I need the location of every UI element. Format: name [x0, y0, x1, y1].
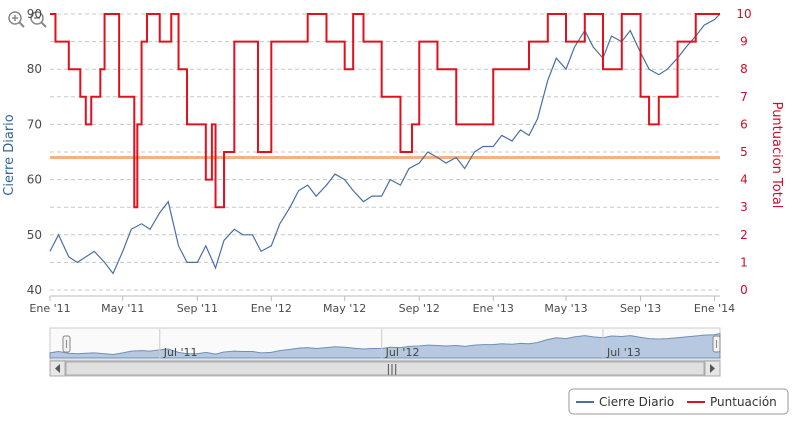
x-tick-label: Sep '11	[177, 302, 218, 315]
legend: Cierre Diario Puntuación	[568, 388, 789, 415]
scroll-left-arrow[interactable]	[49, 360, 66, 377]
x-tick-label: May '13	[544, 302, 587, 315]
legend-label: Puntuación	[710, 395, 777, 409]
y-right-tick-label: 3	[740, 200, 748, 214]
x-tick-label: May '12	[323, 302, 366, 315]
navigator-series	[49, 332, 721, 359]
legend-item-puntuacion[interactable]: Puntuación	[687, 395, 777, 409]
y-left-tick-label: 60	[27, 173, 42, 187]
y-right-tick-label: 6	[740, 117, 748, 131]
y-left-tick-label: 50	[27, 228, 42, 242]
y-right-tick-label: 5	[740, 145, 748, 159]
navigator-handle-left[interactable]	[62, 335, 71, 353]
navigator-label: Jul '11	[163, 346, 198, 359]
legend-item-cierre-diario[interactable]: Cierre Diario	[576, 395, 674, 409]
navigator[interactable]: Jul '11 Jul '12 Jul '13	[49, 327, 721, 361]
y-right-tick-label: 0	[740, 283, 748, 297]
x-tick-label: Sep '13	[620, 302, 661, 315]
y-left-axis-title: Cierre Diario	[2, 114, 17, 196]
scrollbar-grip: |||	[386, 362, 397, 375]
y-left-tick-label: 90	[27, 7, 42, 21]
y-right-tick-label: 4	[740, 173, 748, 187]
y-right-tick-label: 9	[740, 35, 748, 49]
scroll-right-arrow[interactable]	[704, 360, 721, 377]
x-tick-label: Ene '13	[473, 302, 514, 315]
navigator-area	[49, 332, 721, 359]
y-left-tick-label: 40	[27, 283, 42, 297]
scrollbar[interactable]: |||	[49, 360, 721, 377]
y-right-tick-label: 1	[740, 255, 748, 269]
navigator-label: Jul '12	[385, 346, 420, 359]
x-tick-label: Ene '14	[694, 302, 735, 315]
y-right-tick-label: 7	[740, 90, 748, 104]
series-line-puntuacion	[50, 13, 720, 209]
legend-box	[568, 388, 789, 415]
x-tick-label: Ene '12	[251, 302, 292, 315]
zoom-out-icon[interactable]	[30, 11, 47, 28]
axes-layer: 40 50 60 70 80 90 0 1 2 3 4 5 6 7 8 9 10 Ene '11 May '11 Se…	[27, 7, 752, 315]
x-tick-label: Sep '12	[399, 302, 440, 315]
y-right-tick-label: 10	[736, 7, 751, 21]
y-right-axis-title: Puntuacion Total	[769, 102, 784, 209]
y-left-tick-label: 80	[27, 62, 42, 76]
grid-lines	[50, 13, 720, 291]
y-right-tick-label: 2	[740, 228, 748, 242]
y-left-tick-label: 70	[27, 117, 42, 131]
legend-label: Cierre Diario	[599, 395, 674, 409]
y-right-tick-label: 8	[740, 62, 748, 76]
navigator-handle-right[interactable]	[712, 335, 721, 353]
series-line-cierre-diario	[49, 13, 721, 275]
x-tick-label: Ene '11	[29, 302, 70, 315]
navigator-label: Jul '13	[606, 346, 641, 359]
zoom-in-icon[interactable]	[8, 11, 25, 28]
series-layer	[49, 13, 721, 275]
x-tick-label: May '11	[101, 302, 144, 315]
navigator-labels: Jul '11 Jul '12 Jul '13	[159, 329, 641, 359]
scrollbar-thumb[interactable]	[65, 361, 705, 376]
